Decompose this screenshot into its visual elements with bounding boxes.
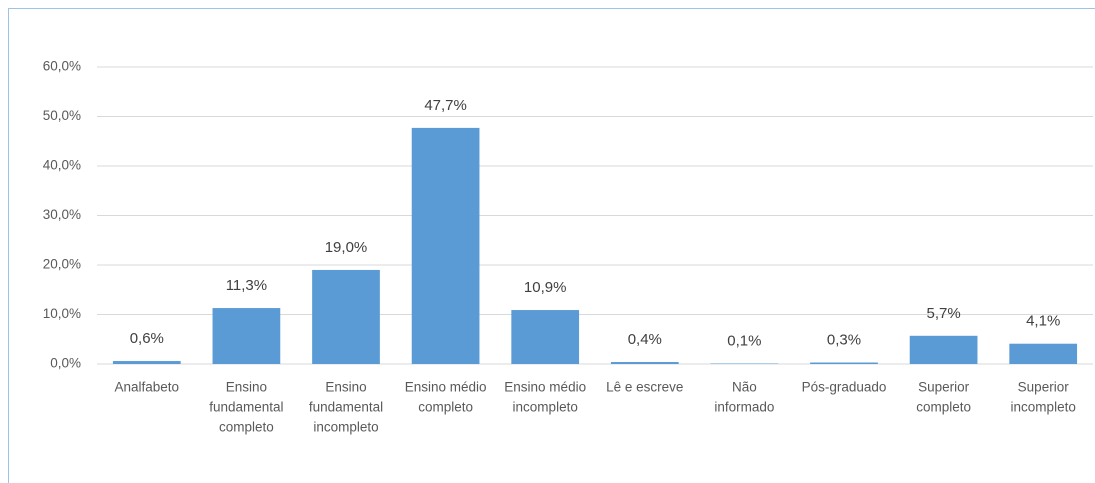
x-tick-label: incompleto bbox=[313, 420, 378, 435]
y-tick-label: 50,0% bbox=[43, 108, 81, 123]
x-tick-label: fundamental bbox=[309, 400, 383, 415]
x-tick-label: incompleto bbox=[1011, 400, 1076, 415]
x-tick-label: completo bbox=[418, 400, 473, 415]
data-label: 10,9% bbox=[524, 279, 567, 296]
x-tick-label: Superior bbox=[918, 380, 970, 395]
x-tick-label: Ensino médio bbox=[504, 380, 586, 395]
bar bbox=[112, 361, 181, 364]
data-label: 11,3% bbox=[226, 277, 267, 294]
data-label: 19,0% bbox=[325, 239, 368, 256]
bar bbox=[810, 362, 878, 364]
data-label: 47,7% bbox=[424, 97, 467, 114]
data-label: 5,7% bbox=[926, 305, 960, 322]
x-tick-label: Ensino bbox=[325, 380, 366, 395]
data-label: 0,3% bbox=[827, 331, 861, 348]
x-tick-label: informado bbox=[714, 400, 774, 415]
bar bbox=[312, 269, 380, 364]
x-tick-label: incompleto bbox=[513, 400, 578, 415]
data-label: 0,4% bbox=[628, 331, 662, 348]
bar bbox=[212, 308, 281, 364]
x-tick-label: completo bbox=[916, 400, 971, 415]
x-tick-label: Pós-graduado bbox=[802, 380, 887, 395]
bar bbox=[411, 127, 480, 364]
y-tick-label: 20,0% bbox=[43, 257, 81, 272]
bar bbox=[1009, 343, 1078, 364]
y-tick-label: 40,0% bbox=[43, 158, 81, 173]
bar bbox=[610, 362, 679, 364]
data-label: 0,6% bbox=[130, 330, 164, 347]
x-tick-label: Lê e escreve bbox=[606, 380, 683, 395]
data-label: 4,1% bbox=[1026, 313, 1060, 330]
data-label: 0,1% bbox=[727, 332, 761, 349]
x-tick-label: fundamental bbox=[209, 400, 283, 415]
y-tick-label: 0,0% bbox=[50, 356, 81, 371]
bar bbox=[511, 310, 580, 364]
x-tick-label: Não bbox=[732, 380, 757, 395]
x-tick-label: Ensino bbox=[226, 380, 267, 395]
x-tick-label: completo bbox=[219, 420, 274, 435]
x-tick-label: Superior bbox=[1018, 380, 1070, 395]
x-tick-label: Analfabeto bbox=[115, 380, 180, 395]
y-tick-label: 30,0% bbox=[43, 207, 81, 222]
chart-border bbox=[8, 8, 1095, 483]
bar bbox=[909, 335, 978, 364]
y-tick-label: 10,0% bbox=[43, 306, 81, 321]
y-tick-label: 60,0% bbox=[43, 59, 81, 74]
x-tick-label: Ensino médio bbox=[405, 380, 487, 395]
